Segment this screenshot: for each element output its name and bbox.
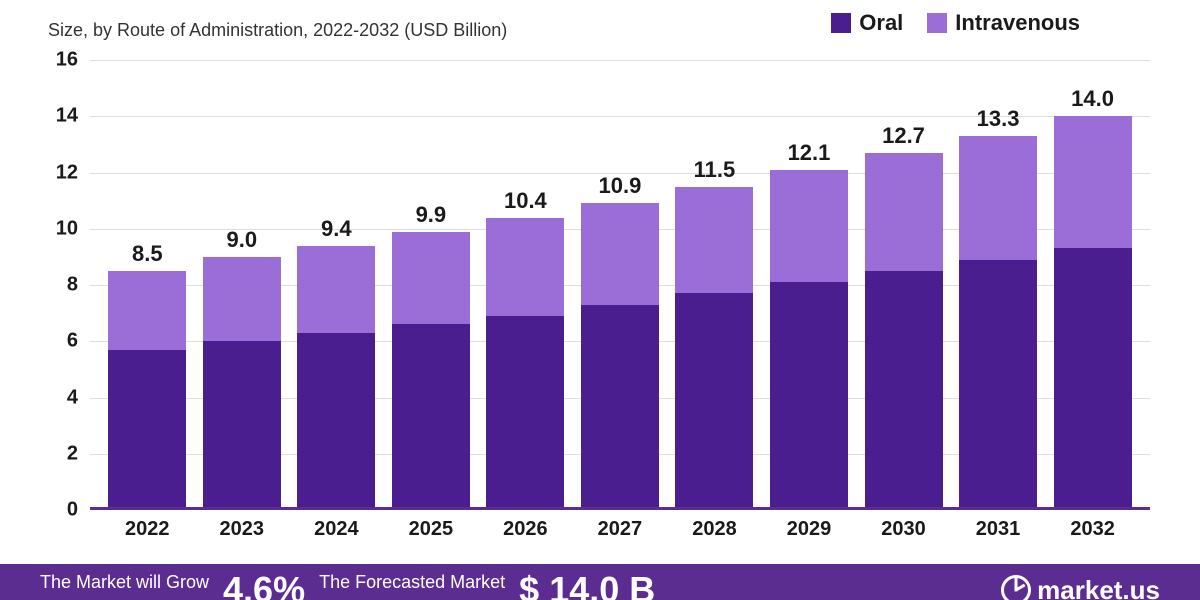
bar-column: 8.5	[108, 271, 186, 510]
bars-container: 8.59.09.49.910.410.911.512.112.713.314.0	[90, 60, 1150, 510]
footer-band: The Market will Grow 4.6% The Forecasted…	[0, 564, 1200, 600]
bar-total-label: 12.7	[882, 123, 925, 149]
bar-stack: 8.5	[108, 271, 186, 510]
bar-segment-intravenous	[865, 153, 943, 271]
chart-area: 0246810121416 8.59.09.49.910.410.911.512…	[40, 50, 1160, 550]
bar-stack: 11.5	[675, 187, 753, 510]
footer-logo: market.us	[1001, 575, 1160, 600]
bar-segment-oral	[959, 260, 1037, 510]
footer-forecast-label: The Forecasted Market	[319, 573, 505, 591]
bar-stack: 9.9	[392, 232, 470, 510]
y-tick: 6	[67, 330, 78, 353]
bar-stack: 12.7	[865, 153, 943, 510]
bar-stack: 13.3	[959, 136, 1037, 510]
x-tick: 2025	[392, 510, 470, 550]
bar-segment-intravenous	[297, 246, 375, 333]
bar-stack: 9.0	[203, 257, 281, 510]
bar-total-label: 8.5	[132, 241, 163, 267]
plot-area: 8.59.09.49.910.410.911.512.112.713.314.0	[90, 60, 1150, 510]
x-tick: 2029	[770, 510, 848, 550]
x-tick: 2031	[959, 510, 1037, 550]
x-tick: 2028	[675, 510, 753, 550]
legend-swatch	[927, 13, 947, 33]
footer-logo-text: market.us	[1037, 577, 1160, 600]
y-tick: 12	[56, 161, 78, 184]
bar-column: 14.0	[1054, 116, 1132, 510]
legend-swatch	[831, 13, 851, 33]
bar-stack: 10.4	[486, 218, 564, 511]
bar-segment-oral	[108, 350, 186, 510]
legend-item: Intravenous	[927, 10, 1080, 36]
bar-stack: 9.4	[297, 246, 375, 510]
y-tick: 14	[56, 105, 78, 128]
y-tick: 0	[67, 499, 78, 522]
bar-column: 9.0	[203, 257, 281, 510]
bar-total-label: 11.5	[694, 157, 736, 183]
y-tick: 4	[67, 386, 78, 409]
bar-column: 12.7	[865, 153, 943, 510]
bar-segment-oral	[1054, 248, 1132, 510]
bar-segment-oral	[770, 282, 848, 510]
footer-forecast-value: $ 14.0 B	[519, 572, 655, 600]
bar-column: 12.1	[770, 170, 848, 510]
y-tick: 2	[67, 442, 78, 465]
bar-total-label: 10.4	[504, 188, 547, 214]
bar-segment-oral	[865, 271, 943, 510]
bar-total-label: 13.3	[977, 106, 1020, 132]
x-tick: 2026	[486, 510, 564, 550]
bar-segment-intravenous	[675, 187, 753, 294]
bar-segment-intravenous	[203, 257, 281, 341]
y-tick: 8	[67, 274, 78, 297]
bar-total-label: 9.0	[227, 227, 258, 253]
bar-stack: 14.0	[1054, 116, 1132, 510]
clock-icon	[1001, 575, 1031, 600]
bar-total-label: 14.0	[1071, 86, 1114, 112]
bar-segment-intravenous	[1054, 116, 1132, 248]
bar-segment-oral	[486, 316, 564, 510]
bar-segment-oral	[675, 293, 753, 510]
bar-column: 11.5	[675, 187, 753, 510]
bar-column: 9.4	[297, 246, 375, 510]
x-tick: 2024	[297, 510, 375, 550]
bar-segment-oral	[297, 333, 375, 510]
bar-segment-intravenous	[770, 170, 848, 283]
bar-total-label: 12.1	[788, 140, 831, 166]
y-tick: 16	[56, 49, 78, 72]
y-axis: 0246810121416	[40, 60, 90, 510]
bar-column: 13.3	[959, 136, 1037, 510]
legend-label: Oral	[859, 10, 903, 36]
x-axis: 2022 2023 2024 2025 2026 2027 2028 2029 2030 2031…	[90, 510, 1150, 550]
x-tick: 2032	[1054, 510, 1132, 550]
y-tick: 10	[56, 217, 78, 240]
bar-stack: 10.9	[581, 203, 659, 510]
x-tick: 2023	[203, 510, 281, 550]
x-tick: 2027	[581, 510, 659, 550]
bar-segment-intravenous	[581, 203, 659, 304]
bar-segment-oral	[581, 305, 659, 510]
legend-item: Oral	[831, 10, 903, 36]
bar-segment-intravenous	[108, 271, 186, 350]
bar-column: 10.4	[486, 218, 564, 511]
bar-total-label: 9.9	[416, 202, 447, 228]
footer-cagr-value: 4.6%	[223, 572, 305, 600]
legend: Oral Intravenous	[831, 10, 1080, 36]
bar-segment-oral	[203, 341, 281, 510]
bar-column: 10.9	[581, 203, 659, 510]
bar-segment-intravenous	[486, 218, 564, 316]
bar-stack: 12.1	[770, 170, 848, 510]
bar-segment-intravenous	[959, 136, 1037, 260]
bar-column: 9.9	[392, 232, 470, 510]
bar-segment-intravenous	[392, 232, 470, 325]
chart-subtitle: Size, by Route of Administration, 2022-2…	[48, 20, 507, 41]
footer-grow-label: The Market will Grow	[40, 573, 209, 591]
bar-total-label: 9.4	[321, 216, 352, 242]
bar-segment-oral	[392, 324, 470, 510]
legend-label: Intravenous	[955, 10, 1080, 36]
x-tick: 2030	[865, 510, 943, 550]
bar-total-label: 10.9	[599, 173, 642, 199]
x-tick: 2022	[108, 510, 186, 550]
